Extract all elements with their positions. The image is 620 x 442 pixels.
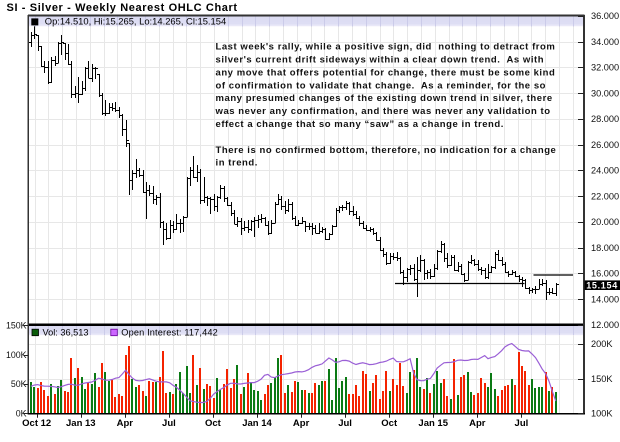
svg-text:Oct: Oct bbox=[381, 418, 398, 429]
svg-text:of confirmation to validate th: of confirmation to validate that change.… bbox=[216, 80, 547, 91]
svg-text:18.000: 18.000 bbox=[591, 243, 619, 253]
svg-text:50K: 50K bbox=[11, 379, 27, 389]
svg-text:in trend.: in trend. bbox=[216, 158, 258, 169]
svg-text:16.000: 16.000 bbox=[591, 269, 619, 279]
svg-text:Jan 15: Jan 15 bbox=[418, 418, 448, 429]
svg-text:36.000: 36.000 bbox=[591, 11, 619, 21]
svg-text:34.000: 34.000 bbox=[591, 37, 619, 47]
svg-text:200K: 200K bbox=[591, 339, 613, 349]
svg-text:150K: 150K bbox=[6, 321, 27, 331]
svg-text:There is no confirmed bottom,: There is no confirmed bottom, therefore,… bbox=[216, 145, 557, 156]
svg-text:100K: 100K bbox=[6, 350, 27, 360]
svg-text:30.000: 30.000 bbox=[591, 88, 619, 98]
svg-text:silver's current drift sideway: silver's current drift sideways within a… bbox=[216, 55, 545, 66]
svg-text:12.000: 12.000 bbox=[591, 320, 619, 330]
svg-text:32.000: 32.000 bbox=[591, 63, 619, 73]
svg-text:Jul: Jul bbox=[515, 418, 529, 429]
svg-text:Oct 12: Oct 12 bbox=[22, 418, 51, 429]
svg-text:Jan 13: Jan 13 bbox=[66, 418, 96, 429]
svg-text:Vol: 36,513: Vol: 36,513 bbox=[43, 327, 89, 337]
svg-text:Apr: Apr bbox=[117, 418, 134, 429]
svg-text:Jul: Jul bbox=[162, 418, 176, 429]
svg-text:Open Interest: 117,442: Open Interest: 117,442 bbox=[121, 327, 218, 337]
svg-text:was never any confirmation, an: was never any confirmation, and there wa… bbox=[215, 106, 551, 117]
svg-text:Apr: Apr bbox=[293, 418, 310, 429]
svg-text:Last week's rally, while a pos: Last week's rally, while a positive sign… bbox=[216, 42, 556, 53]
svg-text:Apr: Apr bbox=[469, 418, 486, 429]
svg-text:Jan 14: Jan 14 bbox=[242, 418, 272, 429]
svg-text:15.154: 15.154 bbox=[586, 280, 618, 290]
svg-text:22.000: 22.000 bbox=[591, 191, 619, 201]
svg-text:26.000: 26.000 bbox=[591, 140, 619, 150]
svg-text:Jul: Jul bbox=[338, 418, 352, 429]
svg-text:Oct: Oct bbox=[205, 418, 222, 429]
svg-text:24.000: 24.000 bbox=[591, 166, 619, 176]
svg-text:many presumed changes of the e: many presumed changes of the existing do… bbox=[216, 93, 553, 104]
svg-text:150K: 150K bbox=[591, 374, 613, 384]
svg-text:20.000: 20.000 bbox=[591, 217, 619, 227]
svg-text:SI - Silver - Weekly Nearest O: SI - Silver - Weekly Nearest OHLC Chart bbox=[7, 2, 238, 14]
svg-text:any move that offers potential: any move that offers potential for chang… bbox=[216, 67, 556, 78]
svg-text:100K: 100K bbox=[591, 409, 613, 419]
svg-text:28.000: 28.000 bbox=[591, 114, 619, 124]
svg-text:Op:14.510, Hi:15.265, Lo:14.26: Op:14.510, Hi:15.265, Lo:14.265, Cl:15.1… bbox=[45, 16, 226, 27]
svg-text:14.000: 14.000 bbox=[591, 294, 619, 304]
svg-text:effect a change that so many “: effect a change that so many “saw” as a … bbox=[216, 119, 504, 130]
